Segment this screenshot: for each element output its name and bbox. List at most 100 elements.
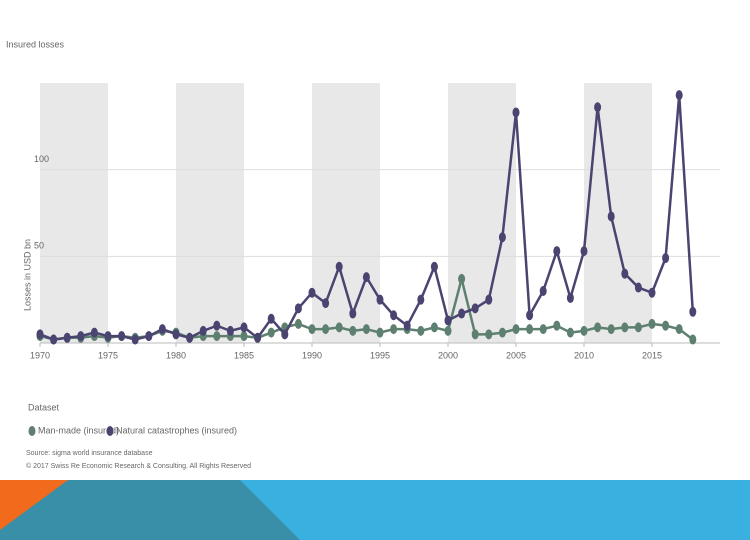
point xyxy=(498,327,506,338)
y-tick-label: 50 xyxy=(34,241,44,251)
x-tick-label: 1975 xyxy=(98,350,118,360)
copyright: © 2017 Swiss Re Economic Research & Cons… xyxy=(26,462,251,470)
x-tick-label: 1990 xyxy=(302,350,322,360)
footer-accent xyxy=(0,480,68,530)
point xyxy=(362,272,370,283)
point xyxy=(566,327,574,338)
point xyxy=(662,320,670,331)
point xyxy=(485,294,493,305)
point xyxy=(498,232,506,243)
x-tick-label: 1985 xyxy=(234,350,254,360)
point xyxy=(145,331,153,342)
point xyxy=(471,303,479,314)
point xyxy=(444,315,452,326)
point xyxy=(226,325,234,336)
point xyxy=(689,306,697,317)
point xyxy=(281,329,289,340)
x-tick-label: 2000 xyxy=(438,350,458,360)
plot: 50 100 1970 1975 1980 1985 1990 1995 2000 2005 201… xyxy=(30,83,720,360)
legend-marker xyxy=(28,426,36,436)
point xyxy=(118,331,126,342)
legend-title: Dataset xyxy=(28,402,60,412)
point xyxy=(294,303,302,314)
point xyxy=(471,329,479,340)
point xyxy=(362,324,370,335)
point xyxy=(594,322,602,333)
point xyxy=(172,329,180,340)
point xyxy=(322,324,330,335)
legend-label: Natural catastrophes (insured) xyxy=(116,425,237,435)
y-axis-label: Losses in USD bn xyxy=(22,239,32,311)
point xyxy=(444,325,452,336)
point xyxy=(77,331,85,342)
point xyxy=(240,322,248,333)
point xyxy=(594,102,602,113)
point xyxy=(607,211,615,222)
point xyxy=(512,107,520,118)
point xyxy=(254,332,262,343)
point xyxy=(376,294,384,305)
x-tick-label: 1980 xyxy=(166,350,186,360)
point xyxy=(430,322,438,333)
point xyxy=(675,90,683,101)
x-tick-label: 2005 xyxy=(506,350,526,360)
point xyxy=(580,325,588,336)
point xyxy=(199,325,207,336)
x-tick-label: 2015 xyxy=(642,350,662,360)
point xyxy=(458,273,466,284)
point xyxy=(430,261,438,272)
point xyxy=(417,325,425,336)
point xyxy=(634,322,642,333)
point xyxy=(186,332,194,343)
point xyxy=(90,327,98,338)
y-tick-label: 100 xyxy=(34,154,49,164)
band xyxy=(584,83,652,343)
legend-marker xyxy=(106,426,114,436)
point xyxy=(240,331,248,342)
point xyxy=(417,294,425,305)
point xyxy=(335,261,343,272)
x-tick-label: 1995 xyxy=(370,350,390,360)
point xyxy=(36,329,44,340)
point xyxy=(308,287,316,298)
point xyxy=(390,324,398,335)
point xyxy=(335,322,343,333)
point xyxy=(131,334,139,345)
point xyxy=(566,292,574,303)
point xyxy=(621,268,629,279)
x-tick-label: 1970 xyxy=(30,350,50,360)
point xyxy=(526,324,534,335)
point xyxy=(308,324,316,335)
band xyxy=(176,83,244,343)
point xyxy=(689,334,697,345)
point xyxy=(512,324,520,335)
point xyxy=(580,246,588,257)
point xyxy=(104,331,112,342)
point xyxy=(607,324,615,335)
point xyxy=(662,253,670,264)
point xyxy=(322,298,330,309)
point xyxy=(213,320,221,331)
point xyxy=(376,327,384,338)
point xyxy=(158,324,166,335)
legend-label: Man-made (insured) xyxy=(38,425,119,435)
point xyxy=(553,320,561,331)
footer-shape xyxy=(0,480,300,540)
point xyxy=(267,327,275,338)
point xyxy=(539,286,547,296)
point xyxy=(648,287,656,298)
point xyxy=(63,332,71,343)
chart-title: Insured losses xyxy=(6,39,65,49)
point xyxy=(213,331,221,342)
point xyxy=(648,318,656,329)
point xyxy=(675,324,683,335)
point xyxy=(553,246,561,257)
point xyxy=(349,308,357,319)
source: Source: sigma world insurance database xyxy=(26,450,153,457)
point xyxy=(50,334,58,345)
point xyxy=(267,313,275,324)
point xyxy=(390,310,398,321)
point xyxy=(539,324,547,335)
point xyxy=(403,320,411,331)
band xyxy=(40,83,108,343)
